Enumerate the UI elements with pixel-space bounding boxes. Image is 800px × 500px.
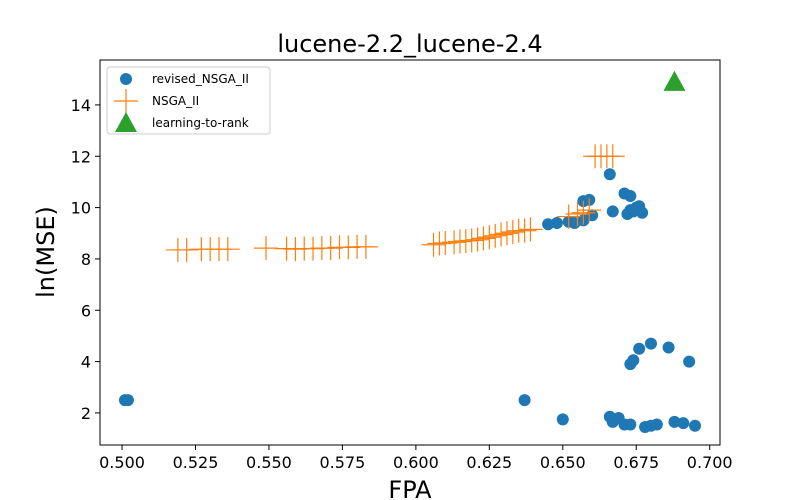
plot-area: [118, 70, 702, 434]
data-point: [677, 417, 690, 430]
x-tick-label: 0.675: [613, 453, 659, 472]
data-point: [494, 221, 519, 246]
series-NSGA_II: [165, 144, 625, 262]
data-point: [121, 394, 134, 407]
data-point: [668, 415, 681, 428]
data-point: [174, 237, 199, 262]
legend-item: NSGA_II: [114, 89, 199, 113]
data-point: [421, 232, 446, 257]
x-tick-label: 0.550: [246, 453, 292, 472]
data-point: [683, 355, 696, 368]
data-point: [606, 205, 619, 218]
data-point: [433, 231, 458, 256]
data-point: [689, 419, 702, 432]
y-axis: 2 4 6 8 10 12 14: [71, 96, 100, 423]
data-point: [650, 418, 663, 431]
data-point: [600, 144, 625, 169]
data-point: [459, 228, 484, 253]
data-point: [624, 190, 637, 203]
y-tick-label: 2: [81, 404, 91, 423]
chart-title: lucene-2.2_lucene-2.4: [277, 30, 542, 58]
data-point: [577, 198, 602, 223]
data-point: [254, 236, 279, 261]
data-point: [603, 168, 616, 181]
legend-item: learning-to-rank: [115, 112, 249, 132]
x-tick-label: 0.575: [320, 453, 366, 472]
x-tick-label: 0.650: [540, 453, 586, 472]
legend-marker: [114, 89, 138, 113]
data-point: [627, 354, 640, 367]
data-point: [556, 204, 581, 229]
data-point: [636, 206, 649, 219]
y-tick-label: 14: [71, 96, 91, 115]
x-axis: 0.500 0.525 0.550 0.575 0.600 0.625 0.650 0.675…: [99, 445, 733, 472]
legend-label: NSGA_II: [152, 94, 199, 108]
legend-item: revised_NSGA_II: [120, 72, 249, 86]
data-point: [500, 219, 525, 244]
y-tick-label: 6: [81, 301, 91, 320]
data-point: [624, 418, 637, 431]
data-point: [318, 236, 343, 261]
data-point: [571, 200, 596, 225]
x-tick-label: 0.500: [99, 453, 145, 472]
legend-label: learning-to-rank: [152, 116, 249, 130]
data-point: [542, 218, 555, 231]
data-point: [465, 227, 490, 252]
data-point: [633, 342, 646, 355]
data-point: [353, 234, 378, 259]
data-point: [518, 217, 543, 242]
data-point: [644, 337, 657, 350]
data-point: [565, 202, 590, 226]
data-point: [471, 226, 496, 251]
data-point: [512, 218, 537, 243]
series-learning-to-rank: [663, 70, 686, 91]
plot-frame: [99, 59, 721, 446]
data-point: [442, 230, 467, 255]
data-point: [662, 341, 675, 354]
legend-label: revised_NSGA_II: [152, 72, 249, 86]
y-tick-label: 4: [81, 353, 91, 372]
data-point: [586, 209, 599, 222]
legend-marker: [120, 73, 132, 85]
data-point: [550, 216, 563, 229]
data-point: [556, 413, 569, 426]
legend-box: [106, 66, 271, 135]
data-point: [477, 225, 502, 250]
x-tick-label: 0.625: [466, 453, 512, 472]
x-axis-title: FPA: [388, 476, 432, 500]
x-tick-label: 0.600: [393, 453, 439, 472]
legend: revised_NSGA_II NSGA_II learning-to-rank: [106, 66, 271, 135]
x-tick-label: 0.525: [173, 453, 219, 472]
y-tick-label: 8: [81, 250, 91, 269]
legend-marker: [115, 112, 137, 132]
data-point: [518, 394, 531, 407]
x-tick-label: 0.700: [687, 453, 733, 472]
data-point: [215, 237, 240, 262]
y-tick-label: 10: [71, 199, 91, 218]
data-point: [483, 223, 508, 248]
y-tick-label: 12: [71, 147, 91, 166]
series-revised_NSGA_II: [118, 168, 702, 434]
data-point: [663, 70, 686, 91]
y-axis-title: ln(MSE): [32, 206, 60, 298]
data-point: [489, 222, 514, 247]
